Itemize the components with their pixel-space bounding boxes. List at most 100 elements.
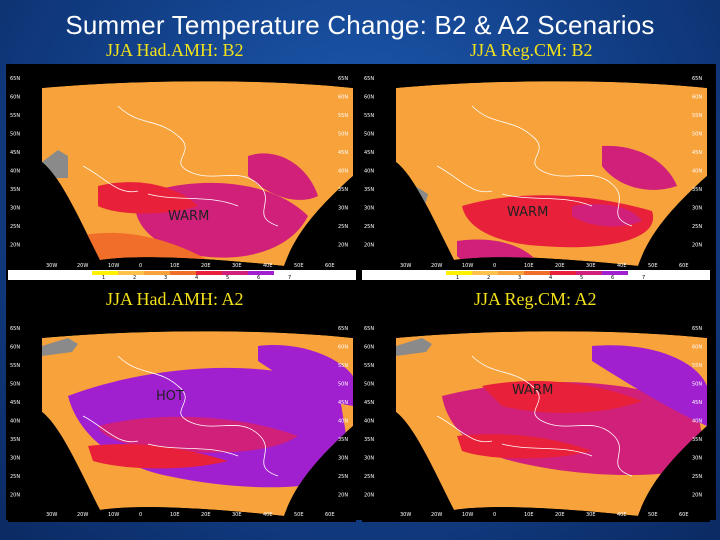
lon-label: 0 (493, 512, 496, 518)
no-data-region (396, 338, 432, 356)
lat-label-left: 60N (10, 95, 20, 101)
colorbar-swatch (170, 271, 196, 275)
colorbar-swatch (576, 271, 602, 275)
lat-label-left: 60N (364, 95, 374, 101)
lat-label-left: 25N (364, 224, 374, 230)
lat-label-left: 65N (10, 326, 20, 332)
lat-label-right: 40N (692, 419, 702, 425)
coastline (436, 355, 633, 477)
panel-label-had-a2: JJA Had.AMH: A2 (106, 289, 244, 309)
lat-label-right: 45N (338, 400, 348, 406)
lon-label: 60E (325, 263, 335, 269)
lon-label: 10W (462, 512, 473, 518)
temperature-contour-region (98, 182, 198, 214)
lat-label-left: 50N (364, 132, 374, 138)
lat-label-right: 45N (692, 150, 702, 156)
colorbar-label: 1 (456, 275, 459, 280)
lon-label: 30W (46, 512, 57, 518)
lon-label: 40E (617, 263, 627, 269)
lon-label: 10E (170, 512, 180, 518)
lon-label: 10W (462, 263, 473, 269)
lat-label-right: 30N (338, 456, 348, 462)
lat-label-left: 40N (364, 169, 374, 175)
region-annotation: WARM (168, 209, 209, 224)
colorbar-label: 7 (642, 275, 645, 280)
lat-label-right: 45N (338, 150, 348, 156)
lat-label-left: 30N (364, 206, 374, 212)
colorbar-label: 1 (102, 275, 105, 280)
lon-label: 20E (555, 263, 565, 269)
lon-label: 60E (679, 263, 689, 269)
lat-label-left: 30N (10, 206, 20, 212)
lat-label-left: 60N (10, 345, 20, 351)
lat-label-right: 55N (338, 113, 348, 119)
map-panel-reg-b2: 65N 65N 60N 60N 55N 55N 50N 50N 45N 45N 40N 40N 35N 3… (362, 66, 710, 280)
lat-label-left: 25N (364, 474, 374, 480)
lat-label-left: 40N (10, 169, 20, 175)
lon-label: 30W (400, 263, 411, 269)
lat-label-left: 50N (364, 382, 374, 388)
lon-label: 50E (648, 263, 658, 269)
lat-label-right: 25N (692, 224, 702, 230)
temperature-contour-region (572, 204, 642, 227)
lon-label: 50E (294, 512, 304, 518)
lat-label-right: 60N (692, 345, 702, 351)
lat-label-right: 60N (338, 345, 348, 351)
lat-label-right: 20N (692, 493, 702, 499)
lon-label: 30E (586, 512, 596, 518)
colorbar-swatch (472, 271, 498, 275)
colorbar-label: 6 (257, 275, 260, 280)
coastline (436, 105, 633, 227)
colorbar-label: 3 (518, 275, 521, 280)
lat-label-left: 20N (364, 243, 374, 249)
colorbar-swatch (248, 271, 274, 275)
lat-label-right: 65N (692, 326, 702, 332)
lat-label-left: 65N (10, 76, 20, 82)
lat-label-right: 50N (338, 132, 348, 138)
lat-label-left: 25N (10, 224, 20, 230)
lon-label: 20W (431, 512, 442, 518)
lat-label-right: 55N (692, 113, 702, 119)
lat-label-left: 55N (10, 363, 20, 369)
lat-label-right: 25N (338, 474, 348, 480)
lat-label-right: 65N (338, 76, 348, 82)
colorbar-swatch (222, 271, 248, 275)
region-annotation: HOT (156, 389, 184, 404)
lon-label: 40E (263, 263, 273, 269)
colorbar-swatch (92, 271, 118, 275)
temperature-contour-region (248, 153, 318, 200)
colorbar-swatch (196, 271, 222, 275)
colorbar-swatch (550, 271, 576, 275)
lat-label-right: 45N (692, 400, 702, 406)
lat-label-left: 55N (10, 113, 20, 119)
region-annotation: WARM (512, 383, 553, 398)
lon-label: 20E (555, 512, 565, 518)
lon-label: 30E (232, 263, 242, 269)
lon-label: 20W (77, 512, 88, 518)
lon-label: 30E (586, 263, 596, 269)
lon-label: 10E (170, 263, 180, 269)
lat-label-right: 35N (692, 187, 702, 193)
colorbar-label: 4 (549, 275, 552, 280)
lon-label: 40E (263, 512, 273, 518)
lon-label: 60E (679, 512, 689, 518)
lat-label-left: 45N (10, 150, 20, 156)
lat-label-right: 50N (692, 132, 702, 138)
lon-label: 40E (617, 512, 627, 518)
lon-label: 20W (431, 263, 442, 269)
lon-label: 20E (201, 512, 211, 518)
colorbar-swatch (524, 271, 550, 275)
colorbar-label: 2 (133, 275, 136, 280)
panel-label-reg-a2: JJA Reg.CM: A2 (474, 289, 597, 309)
lon-label: 10E (524, 263, 534, 269)
lat-label-left: 20N (10, 243, 20, 249)
lat-label-left: 60N (364, 345, 374, 351)
lat-label-right: 60N (692, 95, 702, 101)
no-data-region (42, 338, 78, 356)
temperature-contour-region (602, 145, 677, 190)
lat-label-left: 35N (10, 437, 20, 443)
lat-label-left: 20N (10, 493, 20, 499)
slide-title: Summer Temperature Change: B2 & A2 Scena… (65, 10, 655, 40)
lat-label-right: 20N (338, 243, 348, 249)
colorbar-label: 7 (288, 275, 291, 280)
